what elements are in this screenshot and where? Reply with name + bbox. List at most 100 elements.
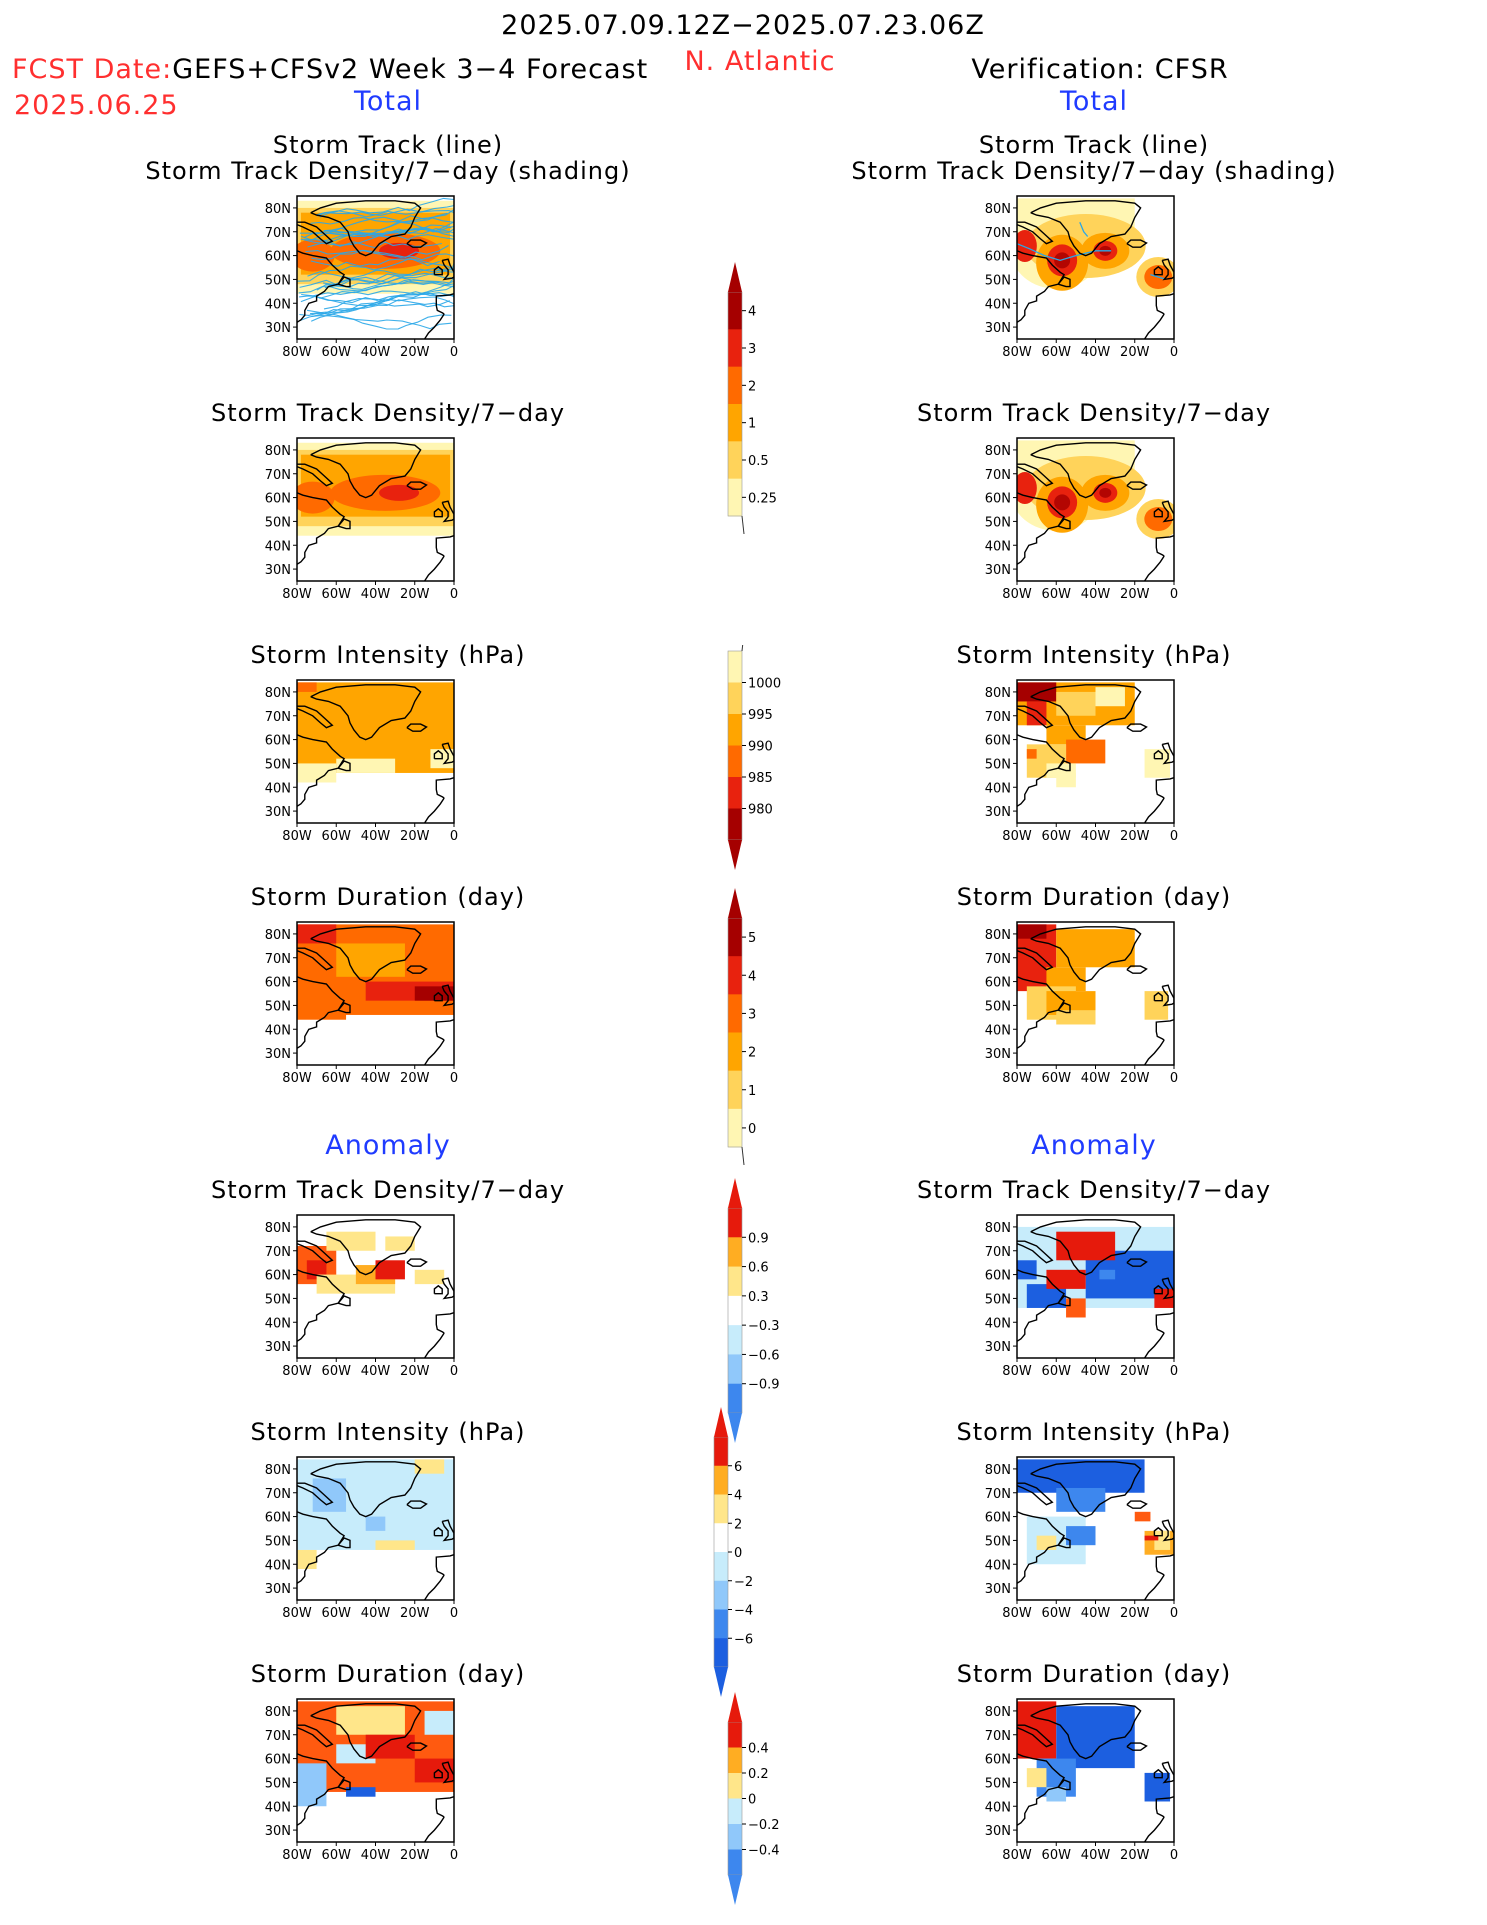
panel-title-intensity-right: Storm Intensity (hPa) [956,641,1232,669]
lat-tick-label: 40N [985,1800,1011,1815]
data-cell [414,1269,445,1285]
map-verification-anomaly-duration: 80N 70N 60N 50N 40N 30N 80W 60W 40W 20W 0 [985,1698,1178,1863]
coastline [1126,1258,1148,1267]
coastline [297,1511,346,1584]
coastline [433,1526,443,1537]
lat-tick-label: 70N [265,226,291,241]
lon-tick-label: 40W [361,1071,391,1086]
coastline [1155,1312,1174,1334]
lat-tick-label: 70N [985,952,1011,967]
data-cell [1046,1787,1067,1802]
lat-tick-label: 50N [265,273,291,288]
lon-tick-label: 60W [322,587,352,602]
data-cell [297,1005,347,1020]
lat-tick-label: 50N [985,1292,1011,1307]
panel-title-duration-left: Storm Duration (day) [250,883,526,911]
coastline [1126,1500,1148,1509]
coastline [1057,760,1071,772]
lon-tick-label: 80W [1002,345,1032,360]
density-blob [379,484,420,501]
coastline [1161,1519,1174,1542]
data-cell [336,943,405,977]
storm-track-line [300,209,454,241]
coastline [297,734,346,807]
lat-tick-label: 30N [265,1582,291,1597]
total-label-left: Total [353,86,423,117]
lat-tick-label: 40N [985,1316,1011,1331]
colorbar-top-arrow [728,888,742,918]
colorbar-top-arrow [714,1407,728,1437]
lon-tick-label: 80W [282,587,312,602]
coastline [1144,1574,1165,1600]
coastline [424,313,445,339]
map-fill [1017,1459,1174,1600]
colorbar-anom-track-density: 0.9 0.6 0.3 −0.3 −0.6 −0.9 [727,1178,780,1443]
panel-title-track-density-left: Storm Track Density/7−day [210,399,566,427]
date-range-title: 2025.07.09.12Z−2025.07.23.06Z [501,10,985,41]
coastline [441,500,454,523]
lon-tick-label: 40W [361,1606,391,1621]
lat-tick-label: 40N [265,1558,291,1573]
anomaly-label-right: Anomaly [1031,1130,1157,1161]
storm-track-line [316,272,454,291]
lat-tick-label: 30N [985,1824,1011,1839]
map-verification-total-duration: 80N 70N 60N 50N 40N 30N 80W 60W 40W 20W 0 [985,921,1178,1086]
lat-tick-label: 30N [265,1824,291,1839]
lon-tick-label: 20W [1120,1364,1150,1379]
coastline [337,518,351,530]
colorbar-label: −4 [734,1604,753,1619]
verification-label: Verification: CFSR [971,54,1229,85]
lat-tick-label: 50N [265,1292,291,1307]
data-cell [1046,967,1086,992]
lat-tick-label: 40N [985,539,1011,554]
coastline [1153,1526,1163,1537]
colorbar-swatch [728,956,742,995]
colorbar-swatch [714,1609,728,1639]
lon-tick-label: 0 [450,1364,458,1379]
coastline [1126,1742,1148,1751]
storm-track-line [319,279,454,299]
colorbar-swatch [728,1266,742,1297]
lat-tick-label: 80N [265,1705,291,1720]
coastline [406,239,428,248]
lat-tick-label: 30N [265,805,291,820]
coastline [1017,1511,1066,1584]
storm-track-line [309,299,454,315]
data-cell [1056,1010,1096,1025]
colorbar-label: 0.9 [748,1231,769,1246]
coastline [406,481,428,490]
lon-tick-label: 0 [450,587,458,602]
colorbar-swatch [728,292,742,330]
coastline [1144,1816,1165,1842]
lat-tick-label: 80N [985,686,1011,701]
coastline [1144,1039,1165,1065]
colorbar-tail [741,515,745,535]
coastline [1057,1537,1071,1549]
map-fill [297,682,454,823]
coastline [433,749,443,760]
coastline [1017,221,1054,245]
coastline [337,1537,351,1549]
lon-tick-label: 20W [400,1848,430,1863]
lat-tick-label: 60N [985,1269,1011,1284]
storm-track-line [299,268,454,288]
lon-tick-label: 60W [1042,345,1072,360]
coastline [1144,1332,1165,1358]
lat-tick-label: 30N [265,321,291,336]
storm-track-line [315,197,454,216]
lat-tick-label: 60N [985,1511,1011,1526]
lon-tick-label: 20W [400,1364,430,1379]
colorbar-bottom-arrow [728,840,742,870]
colorbar-bottom-arrow [728,1875,742,1905]
lat-tick-label: 60N [985,492,1011,507]
colorbar-tail [741,645,744,652]
lat-tick-label: 40N [985,297,1011,312]
coastline [1161,258,1174,281]
colorbar-label: 0.5 [748,454,769,469]
colorbar-swatch [728,366,742,405]
coastline [1144,797,1165,823]
lat-tick-label: 60N [265,976,291,991]
lat-tick-label: 80N [985,202,1011,217]
colorbar-label: −6 [734,1632,753,1647]
coastline [406,965,428,974]
